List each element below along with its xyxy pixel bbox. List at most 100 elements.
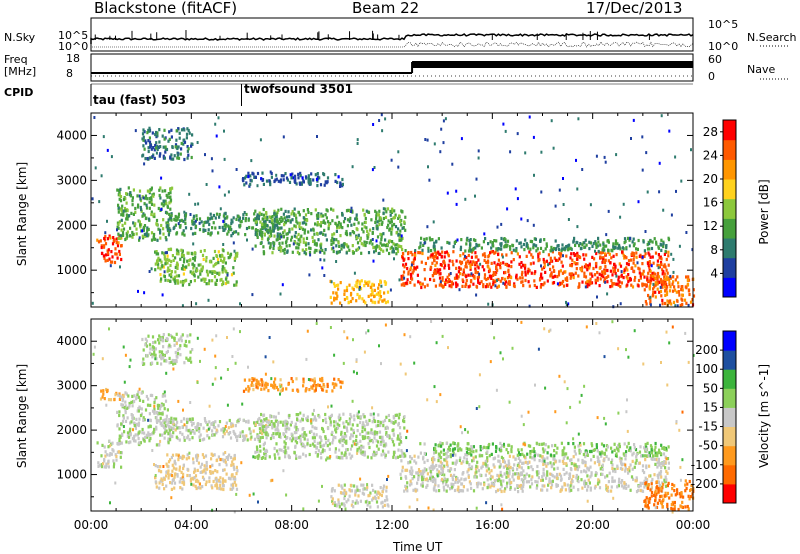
data-cell xyxy=(167,432,170,436)
data-cell xyxy=(302,237,305,241)
data-cell xyxy=(315,177,319,182)
colorbar-segment xyxy=(723,198,736,219)
data-cell xyxy=(167,192,170,196)
data-cell xyxy=(596,455,599,459)
data-cell xyxy=(646,243,649,247)
data-cell xyxy=(444,278,448,282)
data-cell xyxy=(441,250,444,254)
data-cell xyxy=(176,266,179,270)
data-cell xyxy=(142,138,145,142)
data-cell xyxy=(312,384,315,388)
noise-cell xyxy=(606,292,609,296)
data-cell xyxy=(447,278,451,282)
data-cell xyxy=(182,142,185,146)
scatter-region xyxy=(400,250,670,290)
data-cell xyxy=(119,455,122,459)
data-cell xyxy=(341,226,344,230)
data-cell xyxy=(553,256,556,260)
noise-cell xyxy=(483,232,486,236)
noise-cell xyxy=(397,150,400,154)
data-cell xyxy=(432,255,435,259)
data-cell xyxy=(505,245,508,249)
data-cell xyxy=(404,454,407,458)
data-cell xyxy=(384,282,387,286)
data-cell xyxy=(343,242,346,246)
data-cell xyxy=(483,268,486,272)
data-cell xyxy=(261,428,265,432)
data-cell xyxy=(272,225,275,229)
data-cell xyxy=(557,244,560,248)
data-cell xyxy=(352,440,355,444)
data-cell xyxy=(206,467,209,471)
data-cell xyxy=(382,487,385,491)
data-cell xyxy=(649,239,652,243)
data-cell xyxy=(596,482,600,486)
scatter-region xyxy=(418,236,671,254)
data-cell xyxy=(637,278,641,283)
data-cell xyxy=(335,426,338,430)
data-cell xyxy=(231,460,234,464)
data-cell xyxy=(611,249,614,253)
data-cell xyxy=(154,132,157,137)
data-cell xyxy=(313,377,316,381)
noise-cell xyxy=(584,285,587,289)
data-cell xyxy=(163,426,166,430)
data-cell xyxy=(226,232,229,236)
data-cell xyxy=(337,415,340,419)
data-cell xyxy=(177,454,180,458)
data-cell xyxy=(644,300,647,304)
data-cell xyxy=(158,481,161,485)
data-cell xyxy=(305,248,308,252)
data-cell xyxy=(504,262,507,266)
noise-cell xyxy=(456,238,459,242)
noise-cell xyxy=(232,241,235,245)
data-cell xyxy=(351,434,354,438)
data-cell xyxy=(316,383,320,387)
data-cell xyxy=(309,182,312,186)
data-cell xyxy=(476,244,479,248)
noise-cell xyxy=(150,267,153,271)
data-cell xyxy=(227,230,230,234)
data-cell xyxy=(322,232,325,236)
noise-cell xyxy=(198,221,201,225)
data-cell xyxy=(158,154,161,158)
data-cell xyxy=(339,182,342,186)
data-cell xyxy=(474,467,478,471)
data-cell xyxy=(206,216,210,220)
data-cell xyxy=(174,143,178,147)
data-cell xyxy=(553,274,557,278)
data-cell xyxy=(348,419,352,423)
data-cell xyxy=(360,279,363,283)
data-cell xyxy=(235,472,238,476)
data-cell xyxy=(362,208,365,212)
data-cell xyxy=(300,226,303,230)
data-cell xyxy=(646,277,649,281)
data-cell xyxy=(647,293,650,298)
data-cell xyxy=(572,276,575,280)
data-cell xyxy=(667,466,670,470)
data-cell xyxy=(118,392,121,396)
data-cell xyxy=(334,420,337,424)
data-cell xyxy=(235,435,238,439)
data-cell xyxy=(360,251,363,255)
data-cell xyxy=(508,245,512,249)
data-cell xyxy=(268,179,271,183)
data-cell xyxy=(561,279,565,284)
data-cell xyxy=(199,433,202,437)
data-cell xyxy=(148,136,151,140)
data-cell xyxy=(145,216,148,220)
data-cell xyxy=(442,285,445,289)
data-cell xyxy=(107,460,110,464)
data-cell xyxy=(643,275,646,279)
data-cell xyxy=(466,260,469,264)
data-cell xyxy=(170,153,173,157)
data-cell xyxy=(296,428,300,432)
data-cell xyxy=(434,478,437,482)
noise-cell xyxy=(524,151,527,155)
data-cell xyxy=(148,439,151,443)
data-cell xyxy=(356,292,359,297)
data-cell xyxy=(253,421,256,425)
data-cell xyxy=(444,282,447,286)
data-cell xyxy=(285,232,288,236)
data-cell xyxy=(187,147,190,151)
